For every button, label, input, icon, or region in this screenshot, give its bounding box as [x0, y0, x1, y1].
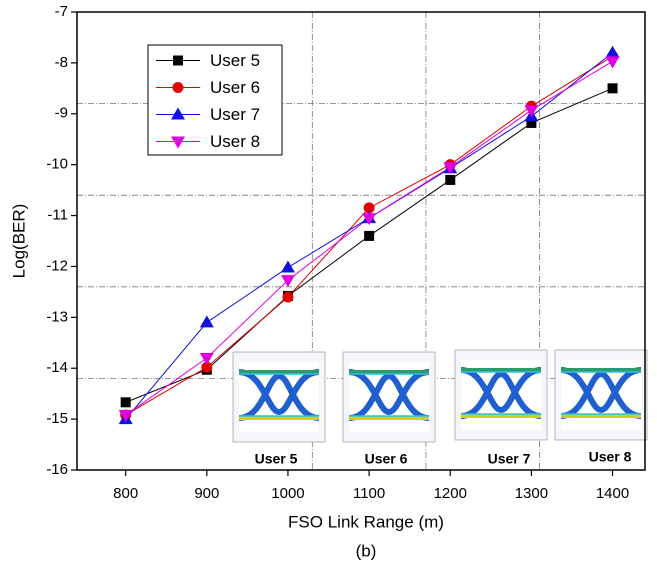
- legend-label: User 6: [210, 78, 260, 97]
- marker: [364, 231, 374, 241]
- x-tick-label: 1000: [271, 485, 304, 502]
- legend-label: User 5: [210, 51, 260, 70]
- legend-label: User 7: [210, 105, 260, 124]
- inset-label: User 5: [255, 451, 298, 467]
- x-tick-label: 1300: [515, 485, 548, 502]
- marker: [606, 46, 620, 58]
- x-tick-label: 900: [194, 485, 219, 502]
- legend-label: User 8: [210, 132, 260, 151]
- chart: FSO Link Range (m) Log(BER) (b) -16 -15 -1…: [0, 0, 657, 569]
- marker: [362, 213, 376, 225]
- y-tick-label: -10: [46, 156, 68, 173]
- marker: [524, 105, 538, 117]
- y-tick-label: -11: [47, 207, 68, 224]
- caption: (b): [356, 541, 377, 560]
- y-tick-label: -13: [46, 308, 68, 325]
- eye-diagram: [233, 352, 325, 442]
- marker: [606, 56, 620, 68]
- y-tick-label: -7: [55, 3, 68, 20]
- marker: [282, 291, 293, 302]
- marker: [445, 175, 455, 185]
- marker: [200, 315, 214, 327]
- y-tick-label: -14: [46, 359, 68, 376]
- y-tick-label: -15: [46, 410, 68, 427]
- x-tick-label: 1400: [596, 485, 629, 502]
- eye-diagram: [343, 352, 435, 442]
- eye-diagram: [455, 350, 547, 440]
- x-axis-title: FSO Link Range (m): [288, 512, 444, 531]
- y-tick-label: -9: [55, 105, 68, 122]
- y-tick-label: -16: [46, 461, 68, 478]
- marker: [173, 56, 183, 66]
- insets: [233, 350, 647, 442]
- inset-label: User 7: [488, 451, 531, 467]
- marker: [608, 83, 618, 93]
- inset-label: User 6: [365, 451, 408, 467]
- x-tick-label: 1200: [434, 485, 467, 502]
- x-tick-label: 1100: [353, 485, 385, 502]
- marker: [173, 82, 184, 93]
- x-tick-label: 800: [113, 485, 138, 502]
- y-tick-label: -12: [46, 257, 68, 274]
- y-tick-label: -8: [55, 54, 68, 71]
- eye-diagram: [555, 350, 647, 440]
- marker: [281, 260, 295, 272]
- inset-label: User 8: [589, 449, 632, 465]
- y-axis-title: Log(BER): [9, 204, 28, 279]
- marker: [121, 397, 131, 407]
